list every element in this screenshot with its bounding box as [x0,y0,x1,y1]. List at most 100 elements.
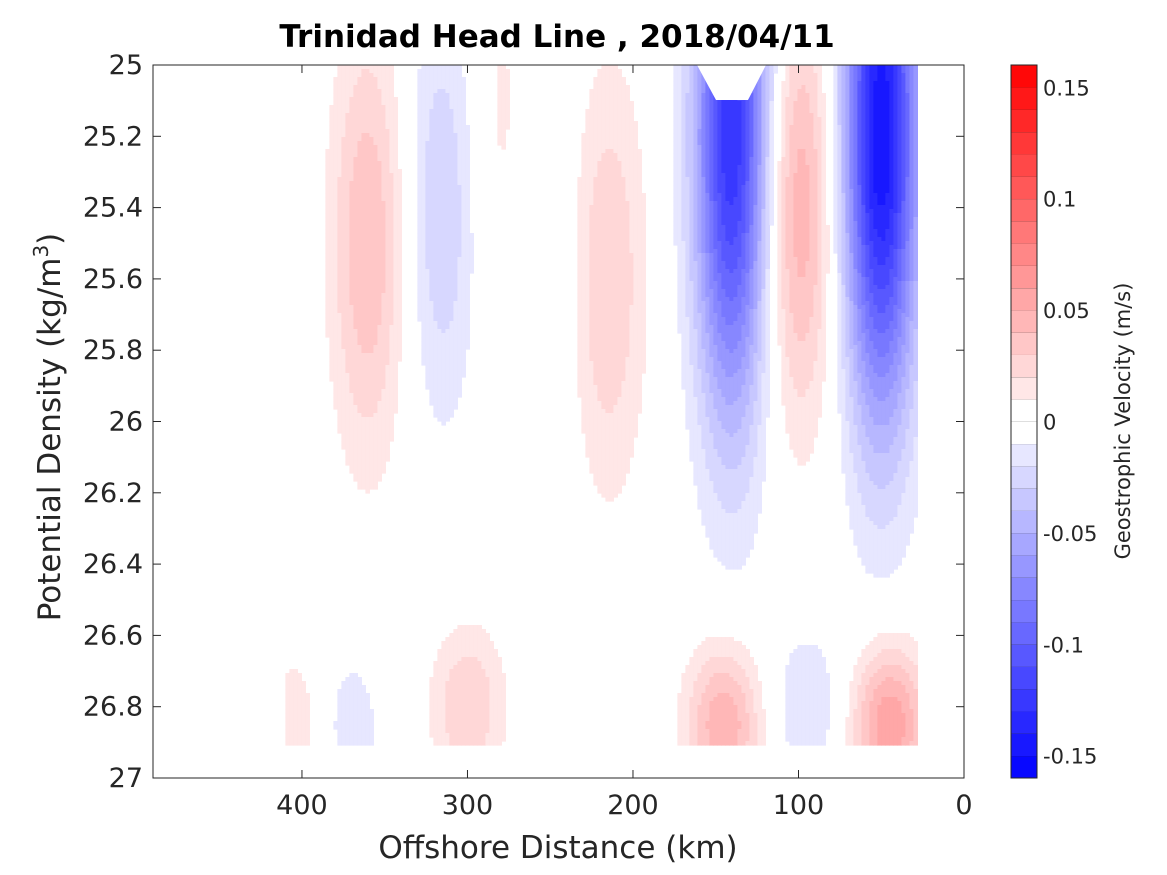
field-cell [613,73,618,78]
field-cell [729,125,734,130]
field-cell [441,233,446,238]
field-cell [501,65,506,70]
field-cell [785,241,790,246]
field-cell [905,165,910,170]
field-cell [857,213,862,218]
field-cell [429,145,434,150]
field-cell [357,241,362,246]
field-cell [613,201,618,206]
field-cell [397,213,402,218]
field-cell [745,149,750,154]
field-cell [333,141,338,146]
field-cell [901,185,906,190]
field-cell [329,245,334,250]
field-cell [721,205,726,210]
field-cell [749,105,754,110]
field-cell [625,97,630,102]
field-cell [433,157,438,162]
field-cell [701,177,706,182]
field-cell [601,241,606,246]
field-cell [353,85,358,90]
field-cell [833,105,838,110]
field-cell [389,173,394,178]
field-cell [877,169,882,174]
field-cell [737,177,742,182]
field-cell [753,233,758,238]
field-cell [745,137,750,142]
field-cell [461,229,466,234]
field-cell [445,77,450,82]
field-cell [797,129,802,134]
field-cell [809,109,814,114]
field-cell [817,149,822,154]
field-cell [913,89,918,94]
field-cell [869,93,874,98]
field-cell [373,153,378,158]
field-cell [601,97,606,102]
field-cell [749,129,754,134]
field-cell [461,193,466,198]
field-cell [613,245,618,250]
field-cell [581,249,586,254]
field-cell [801,65,806,70]
field-cell [337,225,342,230]
field-cell [345,109,350,114]
field-cell [701,141,706,146]
field-cell [909,217,914,222]
field-cell [713,193,718,198]
field-cell [421,229,426,234]
field-cell [793,93,798,98]
field-cell [725,221,730,226]
field-cell [745,133,750,138]
field-cell [901,129,906,134]
field-cell [437,125,442,130]
field-cell [733,153,738,158]
field-cell [769,145,774,150]
field-cell [881,105,886,110]
field-cell [865,93,870,98]
field-cell [345,189,350,194]
field-cell [617,233,622,238]
field-cell [341,121,346,126]
field-cell [693,257,698,262]
field-cell [633,165,638,170]
field-cell [381,249,386,254]
field-cell [697,153,702,158]
field-cell [869,177,874,182]
field-cell [797,197,802,202]
field-cell [357,89,362,94]
field-cell [677,89,682,94]
field-cell [597,185,602,190]
field-cell [437,65,442,70]
field-cell [365,185,370,190]
field-cell [805,241,810,246]
field-cell [361,69,366,74]
field-cell [877,205,882,210]
field-cell [389,237,394,242]
field-cell [701,89,706,94]
field-cell [357,69,362,74]
field-cell [333,237,338,242]
field-cell [865,253,870,258]
field-cell [841,193,846,198]
field-cell [425,161,430,166]
field-cell [325,245,330,250]
field-cell [789,245,794,250]
field-cell [873,157,878,162]
field-cell [601,141,606,146]
field-cell [393,193,398,198]
field-cell [801,169,806,174]
field-cell [465,177,470,182]
field-cell [869,97,874,102]
field-cell [725,101,730,106]
field-cell [753,181,758,186]
field-cell [437,113,442,118]
field-cell [397,221,402,226]
field-cell [817,245,822,250]
field-cell [333,197,338,202]
field-cell [797,209,802,214]
field-cell [765,157,770,162]
field-cell [633,157,638,162]
field-cell [429,201,434,206]
field-cell [765,109,770,114]
